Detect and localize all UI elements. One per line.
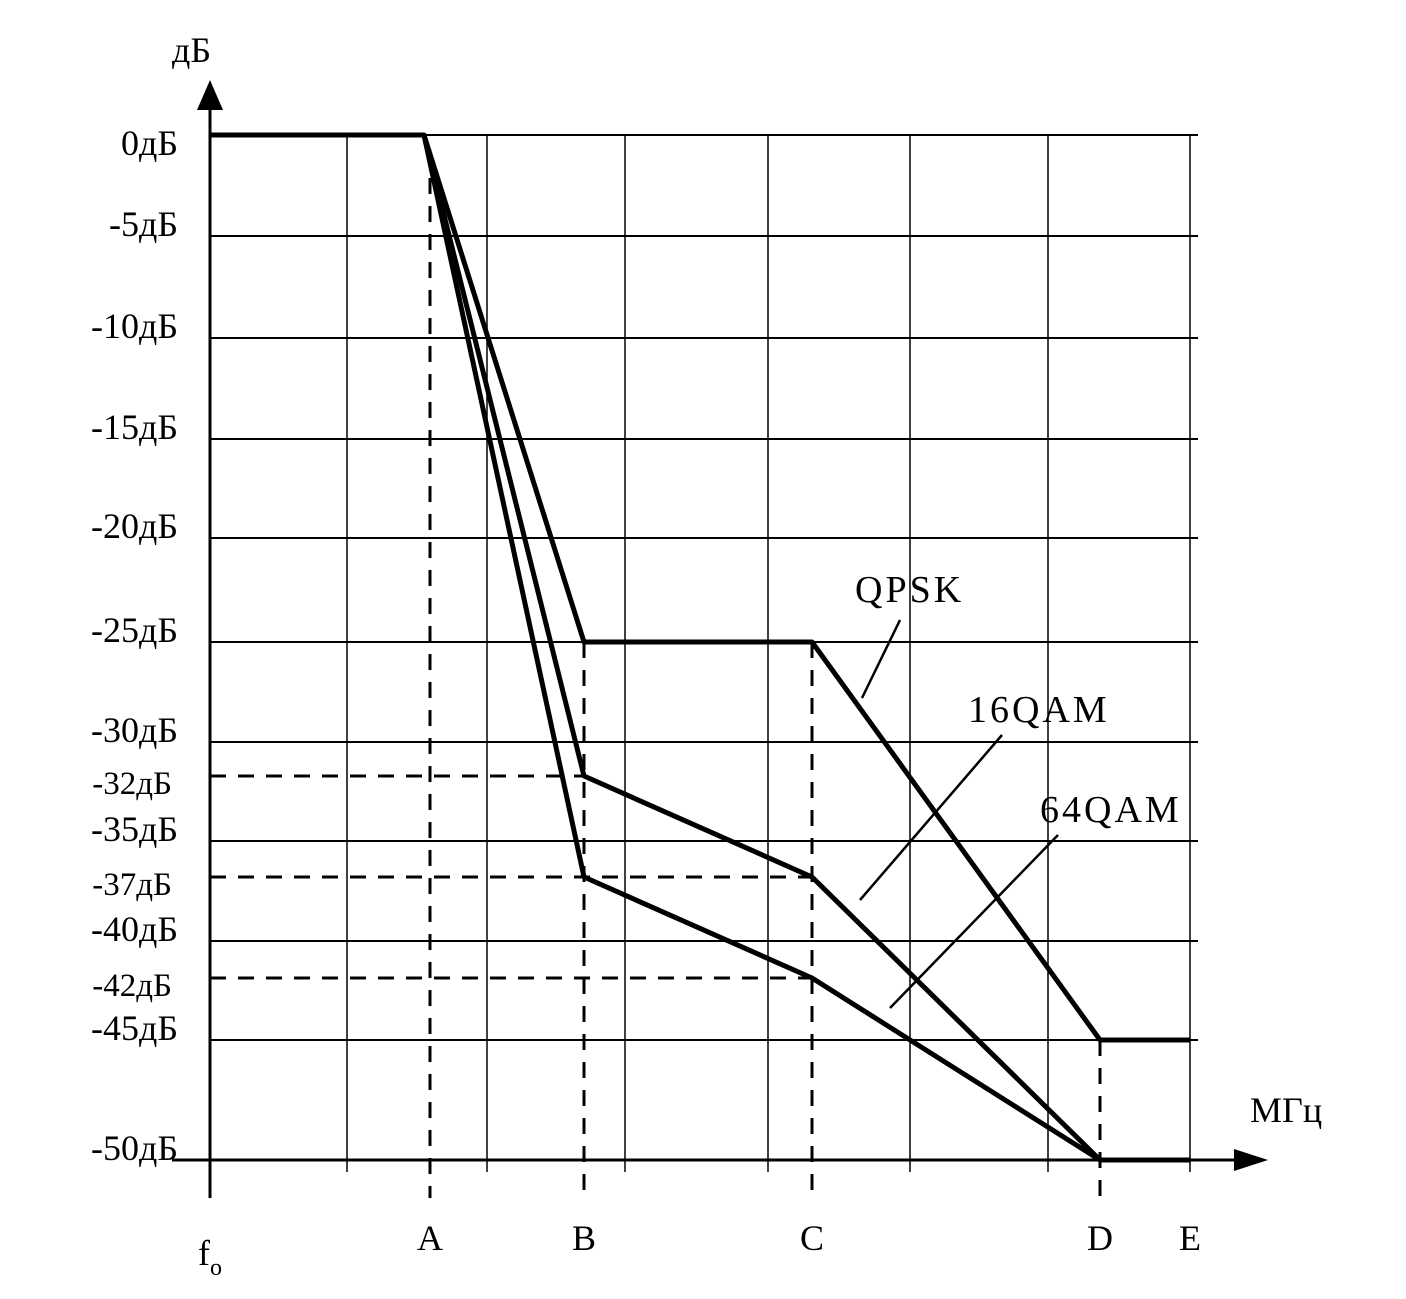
y-tick-label: -42дБ xyxy=(92,968,172,1004)
y-tick-label: -5дБ xyxy=(109,204,178,244)
y-axis-label: дБ xyxy=(172,30,211,70)
leader-line-16qam xyxy=(859,734,1003,901)
y-tick-label: -10дБ xyxy=(91,306,178,346)
y-tick-label: -25дБ xyxy=(91,610,178,650)
y-tick-label: -45дБ xyxy=(91,1008,178,1048)
series-lines xyxy=(210,132,1190,1163)
y-tick-label: -50дБ xyxy=(91,1128,178,1168)
x-tick-label: B xyxy=(572,1218,596,1258)
series-label-64qam: 64QAM xyxy=(1040,789,1182,831)
x-axis-arrow xyxy=(1234,1149,1268,1171)
x-tick-label: A xyxy=(417,1218,443,1258)
x-origin-subscript: o xyxy=(210,1255,222,1281)
y-tick-label: 0дБ xyxy=(121,123,178,163)
series-label-16qam: 16QAM xyxy=(968,689,1110,731)
y-tick-label: -35дБ xyxy=(91,809,178,849)
y-tick-label: -15дБ xyxy=(91,407,178,447)
leader-line-64qam xyxy=(889,834,1059,1009)
series-line-16qam xyxy=(421,134,1102,1162)
series-line-64qam xyxy=(421,134,1190,1163)
x-tick-label: C xyxy=(800,1218,824,1258)
y-tick-label: -37дБ xyxy=(92,867,172,903)
grid xyxy=(210,134,1198,1172)
series-label-qpsk: QPSK xyxy=(855,569,964,611)
x-tick-label: E xyxy=(1179,1218,1201,1258)
series-labels: QPSK 16QAM 64QAM xyxy=(855,569,1182,1009)
x-tick-label: D xyxy=(1087,1218,1113,1258)
x-axis-label: МГц xyxy=(1250,1090,1322,1130)
y-tick-label: -32дБ xyxy=(92,766,172,802)
y-tick-labels: 0дБ -5дБ -10дБ -15дБ -20дБ -25дБ -30дБ -32дБ -35… xyxy=(91,123,178,1168)
x-tick-labels: fo A B C D E xyxy=(198,1160,1201,1281)
y-tick-label: -40дБ xyxy=(91,909,178,949)
series-line-qpsk xyxy=(210,132,1190,1043)
leader-line-qpsk xyxy=(860,619,902,699)
guide-lines xyxy=(210,150,1102,1198)
x-tick-label: fo xyxy=(198,1233,222,1281)
y-axis-arrow xyxy=(197,80,223,110)
y-tick-label: -20дБ xyxy=(91,506,178,546)
axes: дБ МГц xyxy=(172,30,1322,1198)
y-tick-label: -30дБ xyxy=(91,710,178,750)
